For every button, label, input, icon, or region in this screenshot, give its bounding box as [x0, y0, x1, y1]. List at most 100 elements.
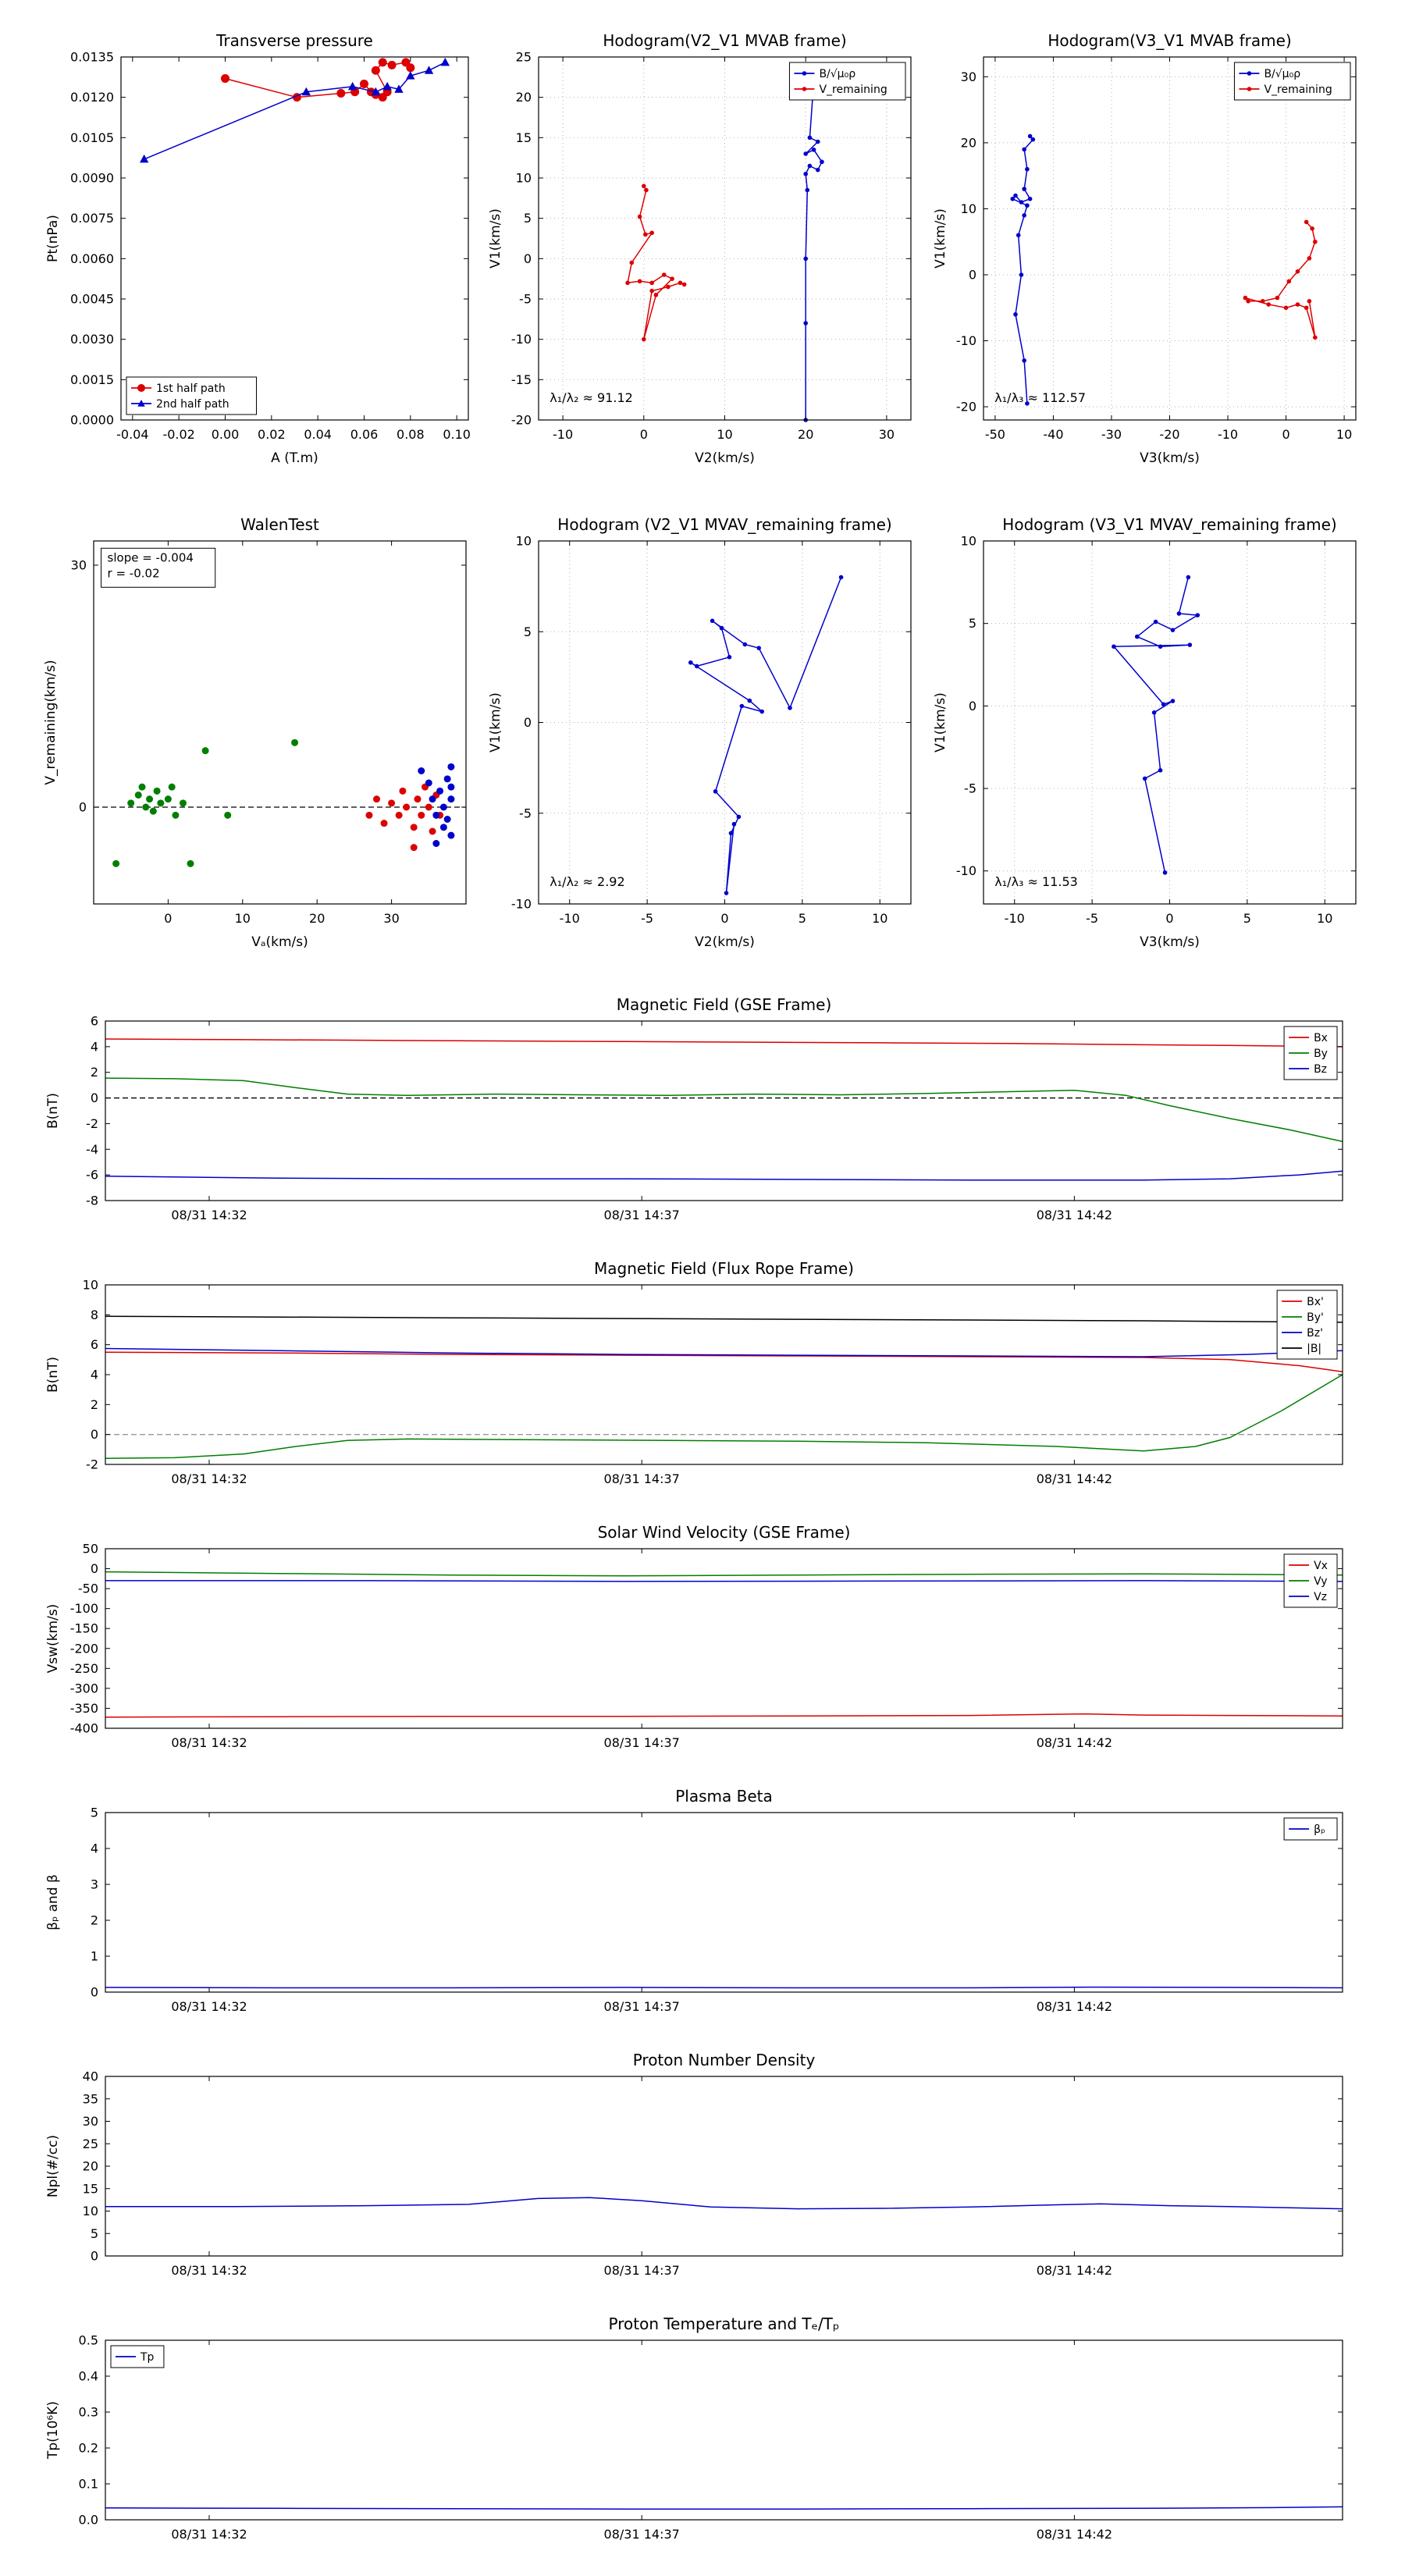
svg-text:λ₁/λ₂ ≈ 2.92: λ₁/λ₂ ≈ 2.92 [550, 874, 624, 889]
svg-text:0.3: 0.3 [79, 2405, 98, 2420]
svg-text:0: 0 [91, 1427, 98, 1442]
svg-text:10: 10 [83, 2204, 98, 2218]
svg-text:08/31 14:32: 08/31 14:32 [171, 2263, 247, 2278]
svg-text:08/31 14:37: 08/31 14:37 [604, 1208, 680, 1222]
svg-text:3: 3 [91, 1877, 98, 1892]
svg-text:5: 5 [91, 1806, 98, 1820]
svg-text:-4: -4 [86, 1142, 98, 1157]
svg-text:50: 50 [83, 1542, 98, 1557]
svg-text:Plasma Beta: Plasma Beta [675, 1787, 773, 1806]
svg-text:30: 30 [83, 2114, 98, 2129]
svg-text:08/31 14:37: 08/31 14:37 [604, 1471, 680, 1486]
svg-text:10: 10 [1336, 427, 1352, 442]
svg-text:Hodogram(V3_V1 MVAB frame): Hodogram(V3_V1 MVAB frame) [1048, 31, 1291, 50]
svg-text:40: 40 [83, 2069, 98, 2084]
svg-text:20: 20 [516, 90, 532, 105]
svg-text:20: 20 [798, 427, 813, 442]
svg-text:V_remaining: V_remaining [819, 84, 887, 96]
svg-text:By: By [1314, 1048, 1328, 1060]
chart-svg: 08/31 14:32 08/31 14:37 08/31 14:42 0.0 0.1 0… [45, 2314, 1343, 2542]
chart-svg: 0 10 20 30 0 30 WalenTest Vₐ(km/s) V_remaining(k… [43, 515, 467, 950]
svg-text:0.4: 0.4 [79, 2369, 98, 2384]
svg-text:0: 0 [720, 911, 728, 926]
svg-text:0: 0 [969, 699, 976, 713]
svg-text:V_remaining: V_remaining [1264, 84, 1332, 96]
svg-text:Solar Wind Velocity (GSE Frame: Solar Wind Velocity (GSE Frame) [598, 1523, 851, 1542]
svg-text:Vₐ(km/s): Vₐ(km/s) [251, 934, 308, 950]
svg-text:-6: -6 [86, 1168, 98, 1183]
chart-proton-number-density: 08/31 14:32 08/31 14:37 08/31 14:42 0 5 10 15 2… [39, 2039, 1362, 2300]
svg-text:20: 20 [83, 2159, 98, 2174]
svg-text:-20: -20 [956, 400, 976, 415]
svg-text:10: 10 [235, 911, 251, 926]
svg-text:Vsw(km/s): Vsw(km/s) [45, 1604, 61, 1674]
chart-svg: 08/31 14:32 08/31 14:37 08/31 14:42 0 5 10 15 2… [45, 2051, 1343, 2278]
svg-text:0.0: 0.0 [79, 2513, 98, 2528]
svg-text:2: 2 [91, 1397, 98, 1412]
svg-text:-5: -5 [641, 911, 653, 926]
svg-text:5: 5 [524, 211, 532, 226]
svg-text:30: 30 [71, 558, 87, 573]
svg-text:0: 0 [969, 268, 976, 283]
svg-text:0: 0 [1282, 427, 1289, 442]
svg-text:-50: -50 [78, 1582, 98, 1596]
chart-svg: -10 0 10 20 30 -20 -15 -10 -5 0 5 10 15 20 25 Hodogram(… [488, 31, 912, 466]
svg-text:0.0045: 0.0045 [70, 292, 114, 307]
svg-text:0.0000: 0.0000 [70, 413, 114, 428]
svg-text:-10: -10 [1005, 911, 1025, 926]
chart-magnetic-field-flux-rope: 08/31 14:32 08/31 14:37 08/31 14:42 -2 0 2 4 6 8… [39, 1247, 1362, 1509]
svg-text:0.0030: 0.0030 [70, 332, 114, 347]
svg-text:0.2: 0.2 [79, 2441, 98, 2456]
svg-text:-350: -350 [70, 1701, 98, 1716]
svg-text:0.0015: 0.0015 [70, 372, 114, 387]
svg-text:-15: -15 [511, 372, 532, 387]
svg-text:-40: -40 [1043, 427, 1063, 442]
svg-text:5: 5 [91, 2226, 98, 2241]
svg-text:10: 10 [516, 171, 532, 186]
svg-text:Vz: Vz [1314, 1591, 1327, 1603]
svg-text:5: 5 [969, 616, 976, 631]
svg-text:r = -0.02: r = -0.02 [108, 566, 160, 580]
chart-svg: 08/31 14:32 08/31 14:37 08/31 14:42 50 0 -50 -… [45, 1523, 1343, 1750]
svg-text:Hodogram (V2_V1 MVAV_remaining: Hodogram (V2_V1 MVAV_remaining frame) [557, 515, 891, 534]
chart-proton-temperature: 08/31 14:32 08/31 14:37 08/31 14:42 0.0 0.1 0… [39, 2303, 1362, 2564]
svg-text:0: 0 [91, 2249, 98, 2264]
svg-text:B(nT): B(nT) [45, 1357, 61, 1393]
svg-text:30: 30 [383, 911, 399, 926]
svg-text:-20: -20 [1159, 427, 1179, 442]
svg-text:5: 5 [524, 624, 532, 639]
svg-text:V2(km/s): V2(km/s) [695, 934, 755, 950]
svg-text:08/31 14:32: 08/31 14:32 [171, 1999, 247, 2014]
svg-text:Hodogram(V2_V1 MVAB frame): Hodogram(V2_V1 MVAB frame) [603, 31, 846, 50]
svg-text:WalenTest: WalenTest [240, 515, 319, 534]
svg-text:10: 10 [717, 427, 732, 442]
svg-text:08/31 14:37: 08/31 14:37 [604, 2527, 680, 2542]
svg-text:-0.04: -0.04 [116, 427, 148, 442]
svg-text:0: 0 [79, 800, 87, 815]
svg-text:0.0090: 0.0090 [70, 171, 114, 186]
svg-text:-10: -10 [511, 332, 532, 347]
svg-text:-5: -5 [1086, 911, 1098, 926]
svg-text:08/31 14:32: 08/31 14:32 [171, 1735, 247, 1750]
svg-text:-10: -10 [956, 863, 976, 878]
svg-text:0.08: 0.08 [397, 427, 425, 442]
svg-text:-250: -250 [70, 1661, 98, 1676]
svg-text:-2: -2 [86, 1457, 98, 1472]
svg-text:0.1: 0.1 [79, 2477, 98, 2492]
svg-text:6: 6 [91, 1337, 98, 1352]
svg-text:08/31 14:42: 08/31 14:42 [1037, 1471, 1112, 1486]
svg-text:-2: -2 [86, 1116, 98, 1131]
svg-text:08/31 14:37: 08/31 14:37 [604, 2263, 680, 2278]
svg-text:Bz: Bz [1314, 1063, 1327, 1076]
svg-text:B(nT): B(nT) [45, 1093, 61, 1129]
svg-text:08/31 14:37: 08/31 14:37 [604, 1999, 680, 2014]
svg-text:Tp: Tp [140, 2351, 155, 2364]
svg-text:B/√μ₀ρ: B/√μ₀ρ [1264, 68, 1300, 80]
svg-text:08/31 14:42: 08/31 14:42 [1037, 1735, 1112, 1750]
svg-text:8: 8 [91, 1308, 98, 1322]
svg-text:5: 5 [799, 911, 806, 926]
svg-text:0.00: 0.00 [212, 427, 240, 442]
svg-text:-300: -300 [70, 1681, 98, 1695]
svg-text:1st half path: 1st half path [156, 382, 226, 395]
chart-solar-wind-velocity: 08/31 14:32 08/31 14:37 08/31 14:42 50 0 -50 -… [39, 1511, 1362, 1773]
